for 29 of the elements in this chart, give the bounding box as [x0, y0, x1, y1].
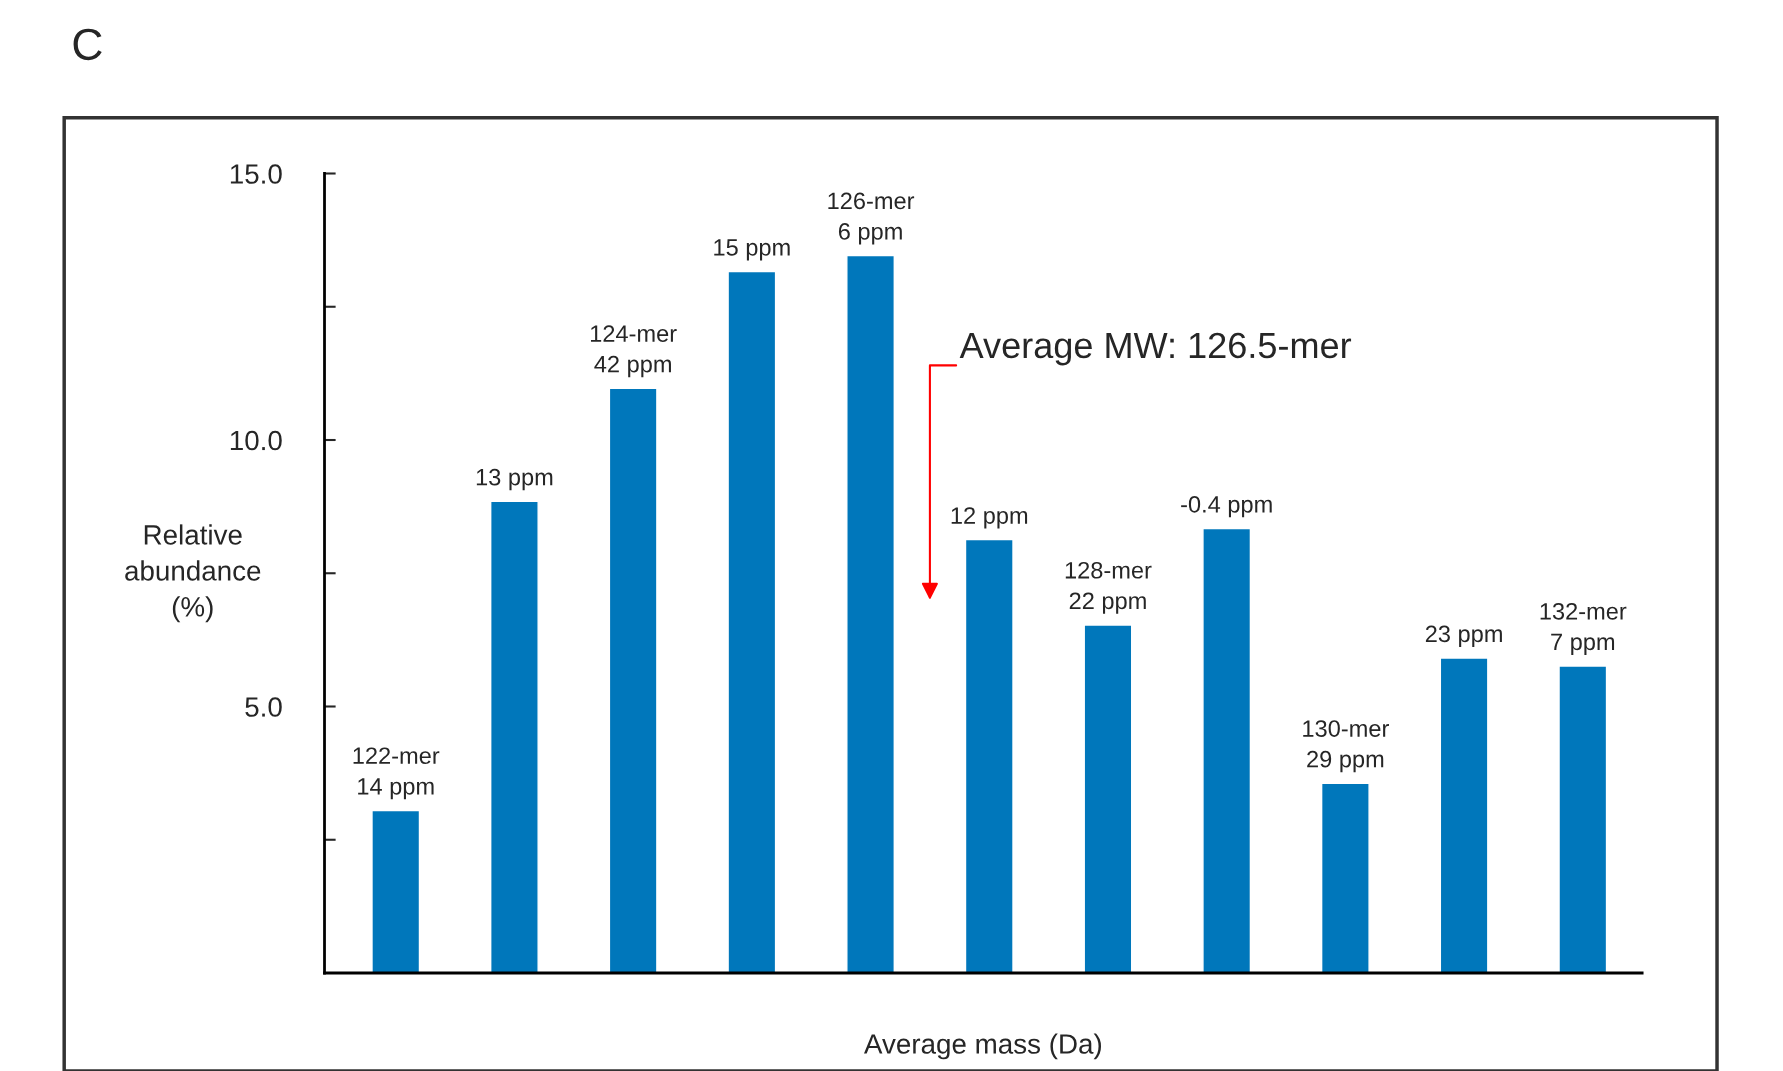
y-tick-label: 15.0 [230, 164, 282, 184]
bar [1320, 782, 1370, 973]
chart-title: C [73, 28, 102, 61]
bar [1083, 624, 1133, 973]
y-tick-label: 10.0 [230, 430, 282, 451]
annotation: Average MW: 126.5-mer [959, 332, 1352, 366]
bar [1439, 657, 1489, 973]
annotation: 23 ppm [1425, 625, 1502, 647]
annotation: 15 ppm [714, 239, 790, 261]
annotation: -0.4 ppm [1181, 495, 1272, 518]
bar [1558, 665, 1608, 973]
bar [727, 270, 777, 973]
annotation: 126-mer 6 ppm [828, 192, 915, 245]
y-tick-label: 5.0 [245, 697, 282, 717]
bar [1202, 527, 1252, 973]
annotation: 130-mer 29 ppm [1303, 720, 1389, 773]
annotation: 13 ppm [476, 468, 553, 491]
annotation: 12 ppm [951, 507, 1028, 529]
x-axis-title: Average mass (Da) [864, 1033, 1101, 1060]
bar [608, 387, 658, 973]
annotation: 132-mer 7 ppm [1540, 602, 1627, 655]
y-axis-title: Relative abundance (%) [125, 524, 261, 623]
annotation: 122-mer 14 ppm [353, 747, 440, 800]
annotation: 124-mer 42 ppm [590, 325, 677, 378]
bar [846, 254, 895, 973]
bar [489, 500, 539, 973]
bar [371, 809, 421, 973]
bar [964, 538, 1014, 973]
annotation: 128-mer 22 ppm [1065, 561, 1152, 614]
